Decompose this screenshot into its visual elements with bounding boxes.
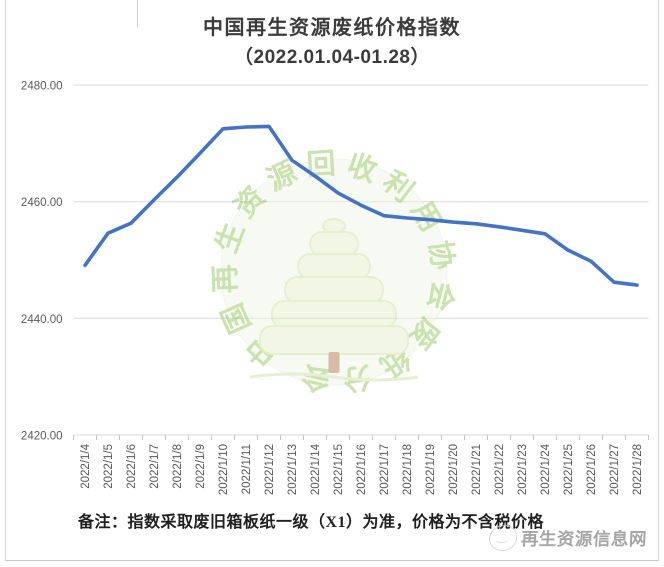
chart-subtitle: （2022.01.04-01.28） [234, 47, 430, 68]
x-axis-label: 2022/1/28 [632, 444, 644, 495]
y-axis-label: 2420.00 [21, 431, 63, 443]
site-watermark: 再生资源信息网 [488, 525, 647, 551]
x-axis-label: 2022/1/12 [264, 444, 276, 495]
x-axis-label: 2022/1/14 [310, 443, 322, 495]
price-index-line [83, 124, 639, 287]
x-axis-label: 2022/1/27 [609, 444, 621, 495]
x-axis-label: 2022/1/26 [586, 444, 598, 495]
site-watermark-label: 再生资源信息网 [520, 528, 648, 549]
x-axis-label: 2022/1/21 [471, 444, 483, 495]
x-axis-label: 2022/1/7 [149, 444, 161, 489]
x-axis-label: 2022/1/6 [126, 444, 138, 489]
x-axis-label: 2022/1/16 [356, 444, 368, 495]
x-axis-label: 2022/1/20 [448, 444, 460, 495]
x-axis-label: 2022/1/4 [80, 443, 92, 488]
x-axis-label: 2022/1/15 [333, 444, 345, 495]
spreadsheet-cell-line [137, 0, 138, 27]
x-axis-label: 2022/1/8 [172, 444, 184, 489]
x-axis-label: 2022/1/25 [563, 444, 575, 495]
x-axis-labels: 2022/1/4 2022/1/5 2022/1/6 2022/1/7 2022/1/8… [80, 443, 644, 495]
y-axis-label: 2460.00 [21, 197, 63, 209]
y-axis-labels: 2480.00 2460.00 2440.00 2420.00 [21, 81, 63, 443]
footnote: 备注：指数采取废旧箱板纸一级（X1）为准，价格为不含税价格 [78, 514, 545, 531]
association-watermark: 中国再生资源回收利用协会废纸分会 [209, 148, 452, 398]
x-axis-label: 2022/1/17 [379, 444, 391, 495]
x-axis-label: 2022/1/5 [103, 444, 115, 489]
x-axis-label: 2022/1/24 [540, 443, 552, 495]
y-axis-label: 2440.00 [21, 314, 63, 326]
x-axis-label: 2022/1/18 [402, 444, 414, 495]
site-logo-icon [488, 525, 518, 551]
x-axis-label: 2022/1/23 [517, 444, 529, 495]
x-axis-label: 2022/1/9 [195, 444, 207, 489]
y-axis-label: 2480.00 [21, 81, 63, 93]
x-axis-label: 2022/1/19 [425, 444, 437, 495]
x-axis-label: 2022/1/10 [218, 444, 230, 495]
x-axis-label: 2022/1/11 [241, 444, 253, 494]
gridlines [73, 84, 649, 436]
x-axis-ticks [73, 435, 649, 440]
layered-tree-icon [249, 218, 419, 382]
chart-title: 中国再生资源废纸价格指数 [203, 17, 461, 39]
x-axis-label: 2022/1/13 [287, 444, 299, 495]
x-axis-label: 2022/1/22 [494, 444, 506, 495]
